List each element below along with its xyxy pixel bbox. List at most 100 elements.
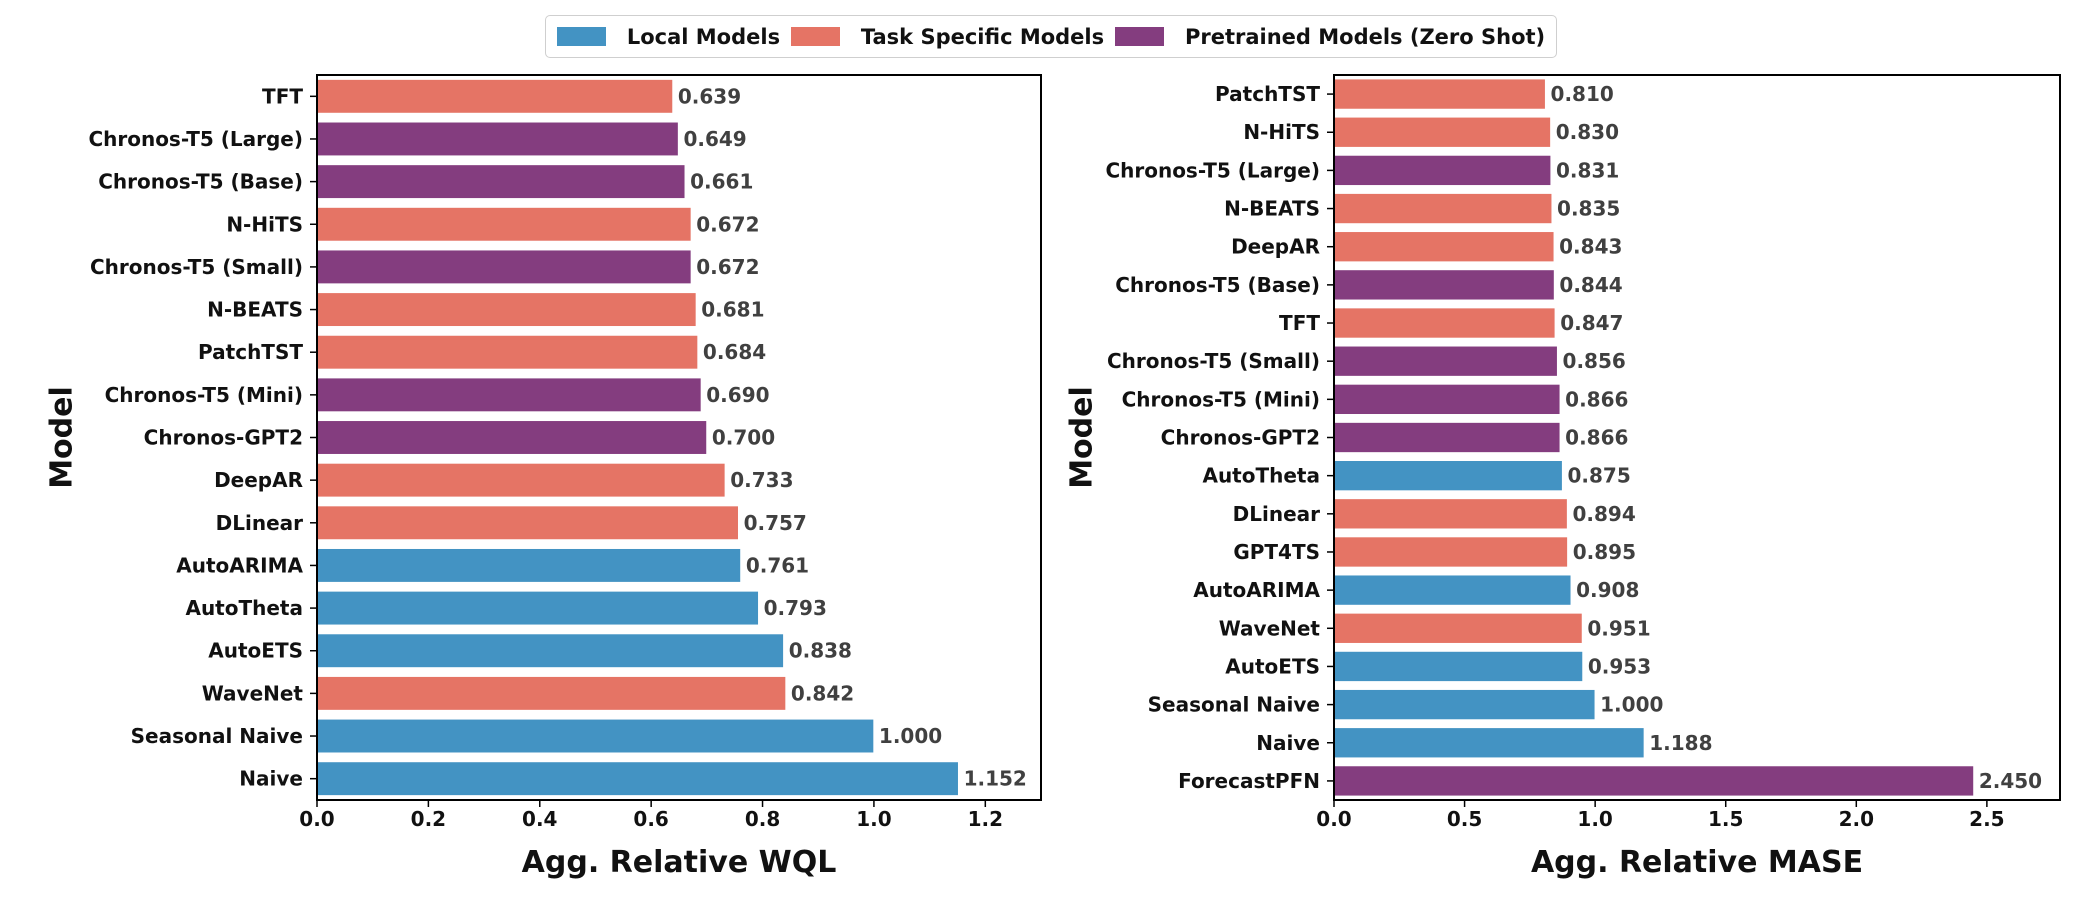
x-tick-label: 1.0: [1577, 807, 1612, 831]
y-tick-label-dlinear: DLinear: [1233, 502, 1321, 526]
data-label-gpt4ts: 0.895: [1573, 540, 1636, 564]
bar-naive: [1333, 726, 1645, 759]
legend-item-pretrained-models: Pretrained Models (Zero Shot): [1114, 24, 1546, 49]
y-tick-label-deepar: DeepAR: [1231, 235, 1320, 259]
bar-chronos-gpt2: [316, 419, 708, 456]
legend-item-local-models: Local Models: [556, 25, 780, 49]
data-label-autoarima: 0.908: [1576, 578, 1639, 602]
y-tick-label-chronos-t5-small: Chronos-T5 (Small): [90, 255, 303, 279]
data-label-autoarima: 0.761: [746, 553, 809, 577]
y-tick-label-wavenet: WaveNet: [1219, 616, 1321, 640]
bar-gpt4ts: [1333, 536, 1569, 568]
y-tick-label-autoets: AutoETS: [1225, 654, 1320, 678]
data-label-seasonal-naive: 1.000: [1600, 693, 1663, 717]
y-tick-label-forecastpfn: ForecastPFN: [1178, 769, 1320, 793]
y-tick-label-chronos-t5-small: Chronos-T5 (Small): [1107, 349, 1320, 373]
bar-patchtst: [1333, 78, 1547, 110]
bar-autoets: [316, 633, 785, 669]
bar-chronos-t5-small: [316, 249, 692, 285]
bar-dlinear: [1333, 497, 1569, 530]
data-label-dlinear: 0.894: [1572, 502, 1635, 526]
data-label-chronos-t5-base: 0.844: [1559, 273, 1622, 297]
data-label-chronos-t5-large: 0.831: [1556, 158, 1619, 182]
bar-autoarima: [316, 547, 742, 584]
data-label-patchtst: 0.684: [703, 340, 766, 364]
data-label-seasonal-naive: 1.000: [879, 724, 942, 748]
legend-label-task-specific-models: Task Specific Models: [860, 24, 1105, 49]
data-label-autoets: 0.953: [1588, 654, 1651, 678]
data-label-chronos-gpt2: 0.700: [712, 426, 775, 450]
bar-chronos-gpt2: [1333, 421, 1561, 454]
bar-patchtst: [316, 334, 699, 370]
plot-frame: [1333, 74, 2061, 801]
bar-naive: [316, 761, 960, 797]
x-tick-label: 0.4: [522, 807, 557, 831]
y-axis-title: Model: [45, 386, 80, 489]
y-tick-label-autotheta: AutoTheta: [1202, 464, 1320, 488]
bar-chronos-t5-large: [1333, 154, 1552, 187]
bar-chronos-t5-mini: [316, 377, 702, 413]
x-tick-label: 2.5: [1969, 807, 2004, 831]
bar-n-hits: [1333, 116, 1552, 149]
data-label-deepar: 0.843: [1559, 235, 1622, 259]
y-tick-label-n-hits: N-HiTS: [1243, 120, 1320, 144]
data-label-dlinear: 0.757: [744, 511, 807, 535]
y-tick-label-wavenet: WaveNet: [202, 681, 304, 705]
data-label-naive: 1.188: [1649, 731, 1712, 755]
data-label-chronos-t5-mini: 0.690: [706, 383, 769, 407]
bar-wavenet: [1333, 612, 1583, 645]
x-tick-label: 0.5: [1447, 807, 1482, 831]
data-label-n-beats: 0.835: [1557, 197, 1620, 221]
bar-tft: [1333, 307, 1556, 339]
data-label-chronos-gpt2: 0.866: [1565, 426, 1628, 450]
bar-n-beats: [316, 291, 697, 328]
x-axis-title: Agg. Relative WQL: [522, 845, 837, 880]
data-label-n-beats: 0.681: [701, 298, 764, 322]
data-label-autoets: 0.838: [789, 639, 852, 663]
data-label-autotheta: 0.875: [1568, 464, 1631, 488]
y-tick-label-tft: TFT: [262, 84, 303, 108]
bar-chronos-t5-mini: [1333, 383, 1561, 416]
data-label-chronos-t5-small: 0.672: [696, 255, 759, 279]
data-label-wavenet: 0.842: [791, 681, 854, 705]
data-label-chronos-t5-mini: 0.866: [1565, 387, 1628, 411]
x-tick-label: 0.0: [1316, 807, 1351, 831]
x-tick-label: 1.5: [1708, 807, 1743, 831]
x-tick-label: 0.0: [299, 807, 334, 831]
y-tick-label-chronos-t5-base: Chronos-T5 (Base): [98, 170, 303, 194]
plot-frame: [316, 74, 1042, 801]
y-tick-label-autotheta: AutoTheta: [185, 596, 303, 620]
chart-legend: Local Models Task Specific Models Pretra…: [545, 15, 1557, 58]
data-label-deepar: 0.733: [730, 468, 793, 492]
y-tick-label-chronos-t5-mini: Chronos-T5 (Mini): [1122, 387, 1320, 411]
y-tick-label-n-hits: N-HiTS: [226, 212, 303, 236]
data-label-tft: 0.847: [1560, 311, 1623, 335]
y-tick-label-seasonal-naive: Seasonal Naive: [1148, 693, 1320, 717]
x-tick-label: 0.6: [633, 807, 668, 831]
y-tick-label-chronos-gpt2: Chronos-GPT2: [144, 426, 303, 450]
x-tick-label: 0.2: [411, 807, 446, 831]
y-tick-label-autoarima: AutoARIMA: [176, 553, 303, 577]
bar-chronos-t5-small: [1333, 345, 1559, 378]
y-tick-label-n-beats: N-BEATS: [207, 298, 303, 322]
y-tick-label-tft: TFT: [1279, 311, 1320, 335]
data-label-tft: 0.639: [678, 84, 741, 108]
legend-label-pretrained-models: Pretrained Models (Zero Shot): [1184, 24, 1546, 49]
y-tick-label-chronos-t5-large: Chronos-T5 (Large): [1105, 158, 1320, 182]
y-tick-label-autoets: AutoETS: [208, 639, 303, 663]
bar-wavenet: [316, 675, 787, 712]
legend-swatch-task-specific-models: [790, 27, 840, 46]
bar-autoarima: [1333, 574, 1572, 606]
y-tick-label-patchtst: PatchTST: [1215, 82, 1320, 106]
y-tick-label-patchtst: PatchTST: [198, 340, 303, 364]
x-tick-label: 1.2: [968, 807, 1003, 831]
bar-chronos-t5-base: [1333, 269, 1556, 301]
bar-forecastpfn: [1333, 765, 1975, 797]
bar-seasonal-naive: [1333, 688, 1596, 721]
bar-autoets: [1333, 650, 1584, 683]
data-label-n-hits: 0.672: [696, 212, 759, 236]
y-tick-label-autoarima: AutoARIMA: [1193, 578, 1320, 602]
bar-tft: [316, 78, 674, 114]
y-tick-label-gpt4ts: GPT4TS: [1233, 540, 1320, 564]
